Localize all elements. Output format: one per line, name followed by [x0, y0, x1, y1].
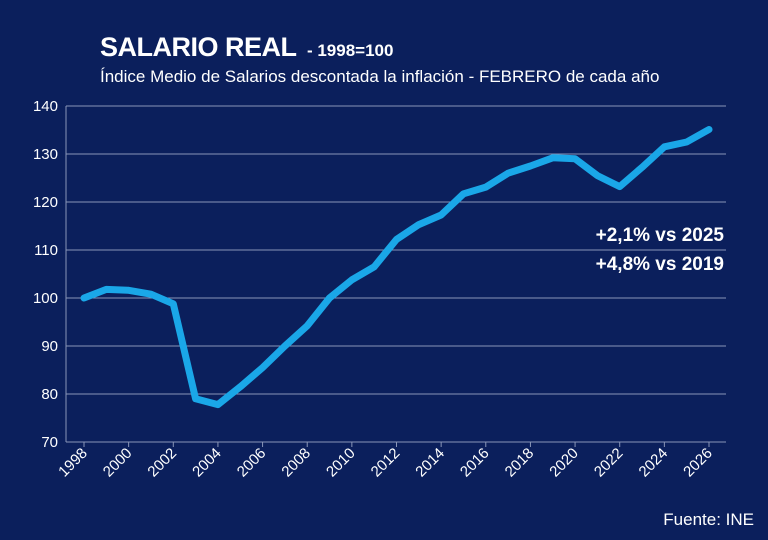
data-point-2009: [327, 295, 333, 301]
x-tick-label-2018: 2018: [502, 445, 538, 481]
y-tick-label-130: 130: [33, 146, 58, 163]
x-tick-label-2016: 2016: [457, 445, 493, 481]
chart-subtitle: Índice Medio de Salarios descontada la i…: [100, 67, 660, 86]
x-tick-label-2024: 2024: [636, 445, 672, 481]
series-line-0: [80, 126, 713, 409]
data-point-2024: [661, 144, 667, 150]
y-tick-label-110: 110: [34, 242, 58, 259]
chart-title: SALARIO REAL: [100, 32, 297, 62]
x-tick-label-2022: 2022: [591, 445, 627, 481]
data-point-2013: [416, 222, 422, 228]
data-point-2020: [572, 156, 578, 162]
x-tick-label-2006: 2006: [234, 445, 270, 481]
x-tick-label-2020: 2020: [546, 445, 582, 481]
data-point-2014: [438, 212, 444, 218]
data-point-2012: [394, 236, 400, 242]
x-tick-label-2026: 2026: [680, 445, 716, 481]
data-point-2010: [349, 277, 355, 283]
x-tick-label-1998: 1998: [55, 445, 91, 481]
chart-title-group: SALARIO REAL - 1998=100: [100, 32, 393, 63]
data-point-2018: [527, 163, 533, 169]
y-tick-label-90: 90: [41, 338, 58, 355]
x-tick-label-2012: 2012: [368, 445, 404, 481]
x-tick-label-2008: 2008: [278, 445, 314, 481]
data-point-2025: [684, 139, 690, 145]
grid-lines: [66, 105, 726, 395]
data-point-2026: [706, 127, 712, 133]
data-point-2022: [617, 184, 623, 190]
data-point-2015: [461, 191, 467, 197]
annotation-vs-2019: +4,8% vs 2019: [595, 254, 724, 275]
x-tick-label-2004: 2004: [189, 445, 225, 481]
data-point-2023: [639, 164, 645, 170]
data-point-1999: [103, 286, 109, 292]
x-tick-label-2000: 2000: [100, 445, 136, 481]
y-tick-label-140: 140: [33, 98, 58, 115]
data-point-1998: [81, 295, 87, 301]
data-point-2019: [550, 155, 556, 161]
data-point-2006: [260, 365, 266, 371]
annotation-vs-2025: +2,1% vs 2025: [595, 225, 724, 246]
data-point-2002: [170, 301, 176, 307]
y-tick-labels: 70 80 90 100 110 120 130 140: [33, 98, 58, 451]
y-tick-label-100: 100: [33, 290, 58, 307]
data-point-2000: [126, 287, 132, 293]
chart-title-suffix: - 1998=100: [306, 41, 394, 60]
x-tick-labels: 1998 2000 2002 2004 2006 2008 2010 2012 2014 2016…: [55, 445, 716, 481]
y-tick-label-80: 80: [41, 386, 58, 403]
x-tick-label-2002: 2002: [144, 445, 180, 481]
source-note: Fuente: INE: [663, 510, 754, 529]
y-tick-label-120: 120: [33, 194, 58, 211]
data-point-2004: [215, 402, 221, 408]
data-point-2017: [505, 170, 511, 176]
data-point-2001: [148, 291, 154, 297]
data-point-2011: [371, 264, 377, 270]
data-point-2007: [282, 343, 288, 349]
x-tick-label-2014: 2014: [412, 445, 448, 481]
data-point-2008: [304, 323, 310, 329]
x-tick-label-2010: 2010: [323, 445, 359, 481]
series-layer: [80, 126, 713, 409]
axes: [65, 106, 726, 447]
y-tick-label-70: 70: [41, 434, 58, 451]
data-point-2021: [594, 173, 600, 179]
data-point-2003: [193, 396, 199, 402]
data-point-2005: [237, 384, 243, 390]
data-point-2016: [483, 184, 489, 190]
